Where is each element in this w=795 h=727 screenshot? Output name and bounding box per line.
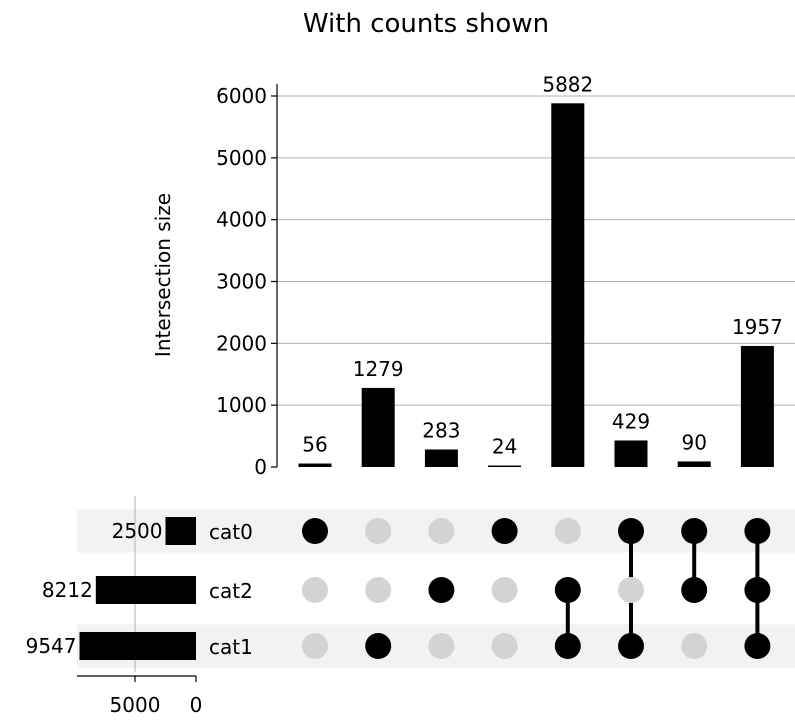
intersection-bar [614,440,648,467]
matrix-dot-empty [428,518,455,544]
set-name-cat1: cat1 [209,635,253,659]
matrix-dot-filled [302,518,328,544]
matrix-dot-empty [365,518,392,544]
matrix-dot-filled [365,633,392,659]
matrix-dot-filled [744,577,771,603]
intersection-bar [424,449,458,467]
intersection-bar [361,387,395,467]
intersection-bar [677,461,711,467]
intersection-bar [298,463,332,467]
matrix-dot-filled [618,518,644,544]
matrix-dot-empty [428,633,455,659]
matrix-dot-empty [554,518,581,544]
set-size-bar-cat0 [165,517,196,545]
set-size-tick-label: 5000 [110,693,161,717]
matrix-dot-filled [681,518,708,544]
intersection-count: 1279 [353,357,404,381]
matrix-dot-filled [744,518,771,544]
matrix-dot-filled [744,633,771,659]
matrix-dot-empty [491,577,518,603]
y-tick-label: 6000 [216,84,267,108]
y-tick-label: 0 [254,455,267,479]
matrix-dot-empty [491,633,518,659]
set-size-bar-cat1 [79,632,196,660]
matrix-dot-empty [302,633,328,659]
intersection-bar [740,345,774,467]
set-size-bar-cat2 [95,576,196,604]
matrix-dot-filled [681,577,708,603]
y-tick-label: 5000 [216,146,267,170]
intersection-count: 5882 [542,72,593,96]
matrix-dot-filled [428,577,455,603]
intersection-count: 429 [612,409,650,433]
y-tick-label: 3000 [216,270,267,294]
intersection-bar [551,103,585,468]
set-size-label-cat2: 8212 [42,578,93,602]
set-name-cat2: cat2 [209,579,253,603]
y-axis-label: Intersection size [151,193,175,357]
matrix-dot-empty [302,577,328,603]
matrix-dot-filled [554,577,581,603]
matrix-dot-empty [618,577,644,603]
y-tick-label: 1000 [216,393,267,417]
set-name-cat0: cat0 [209,520,253,544]
y-tick-label: 4000 [216,208,267,232]
matrix-dot-empty [365,577,392,603]
set-size-label-cat0: 2500 [112,519,163,543]
y-tick-label: 2000 [216,331,267,355]
intersection-count: 1957 [732,315,783,339]
intersection-count: 56 [302,433,327,457]
set-size-label-cat1: 9547 [26,634,77,658]
intersection-bar [488,465,522,467]
matrix-dot-empty [681,633,708,659]
matrix-dot-filled [554,633,581,659]
matrix-dot-filled [618,633,644,659]
matrix-dot-filled [491,518,518,544]
set-size-tick-label: 0 [190,693,203,717]
intersection-count: 24 [492,435,517,459]
intersection-count: 90 [681,430,706,454]
intersection-count: 283 [422,419,460,443]
chart-title: With counts shown [303,9,549,39]
